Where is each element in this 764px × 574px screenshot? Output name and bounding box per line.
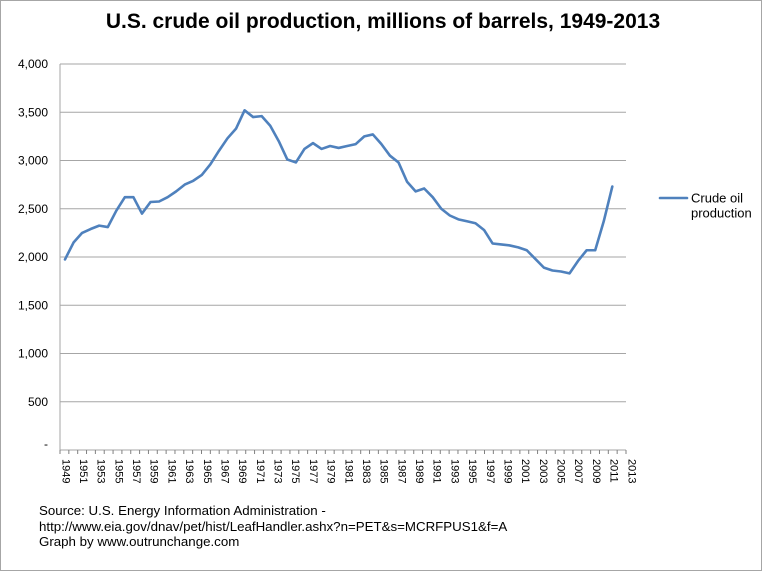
svg-text:1977: 1977: [307, 459, 319, 483]
svg-text:3,500: 3,500: [18, 105, 48, 119]
svg-text:1991: 1991: [431, 459, 443, 483]
svg-text:1997: 1997: [484, 459, 496, 483]
svg-text:1955: 1955: [112, 459, 124, 483]
svg-text:2001: 2001: [519, 459, 531, 483]
svg-text:1963: 1963: [183, 459, 195, 483]
svg-text:2005: 2005: [555, 459, 567, 483]
svg-text:1953: 1953: [95, 459, 107, 483]
svg-text:1985: 1985: [378, 459, 390, 483]
svg-text:2,500: 2,500: [18, 202, 48, 216]
svg-text:1981: 1981: [342, 459, 354, 483]
svg-text:2007: 2007: [572, 459, 584, 483]
svg-text:1989: 1989: [413, 459, 425, 483]
svg-text:1973: 1973: [272, 459, 284, 483]
svg-text:1961: 1961: [165, 459, 177, 483]
svg-text:1949: 1949: [59, 459, 71, 483]
svg-text:production: production: [691, 206, 752, 221]
svg-text:500: 500: [28, 395, 48, 409]
svg-text:1993: 1993: [448, 459, 460, 483]
svg-text:1959: 1959: [148, 459, 160, 483]
svg-text:1957: 1957: [130, 459, 142, 483]
svg-text:2009: 2009: [590, 459, 602, 483]
svg-text:1987: 1987: [395, 459, 407, 483]
svg-text:4,000: 4,000: [18, 57, 48, 71]
svg-text:1999: 1999: [501, 459, 513, 483]
svg-text:1975: 1975: [289, 459, 301, 483]
svg-text:1979: 1979: [325, 459, 337, 483]
svg-text:1951: 1951: [77, 459, 89, 483]
svg-text:1983: 1983: [360, 459, 372, 483]
svg-text:1,500: 1,500: [18, 298, 48, 312]
svg-text:2011: 2011: [608, 459, 620, 483]
svg-text:1967: 1967: [218, 459, 230, 483]
svg-text:1969: 1969: [236, 459, 248, 483]
svg-text:3,000: 3,000: [18, 154, 48, 168]
svg-text:1,000: 1,000: [18, 347, 48, 361]
svg-text:2,000: 2,000: [18, 250, 48, 264]
svg-text:2003: 2003: [537, 459, 549, 483]
svg-text:Crude oil: Crude oil: [691, 191, 743, 206]
svg-text:1971: 1971: [254, 459, 266, 483]
svg-text:-: -: [44, 437, 48, 451]
svg-text:2013: 2013: [625, 459, 637, 483]
svg-text:1995: 1995: [466, 459, 478, 483]
svg-text:1965: 1965: [201, 459, 213, 483]
